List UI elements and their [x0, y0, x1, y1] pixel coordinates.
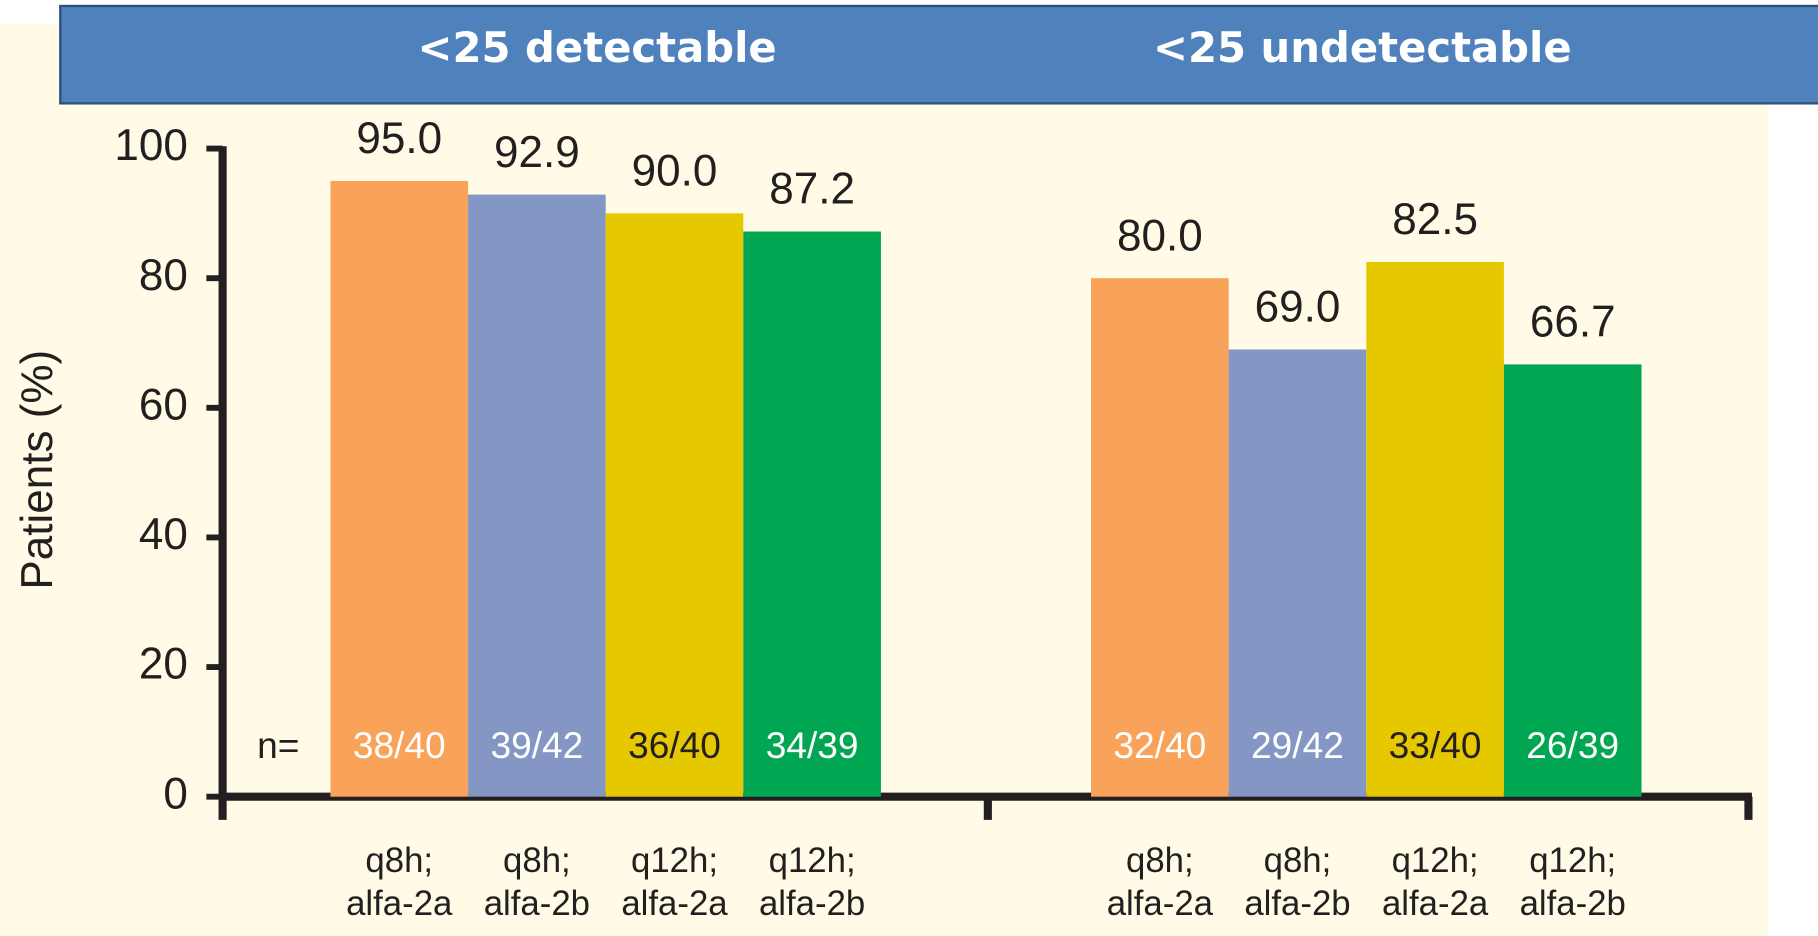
x-tick-label: alfa-2a [1107, 885, 1214, 923]
x-tick-label: alfa-2b [1244, 885, 1350, 923]
bar [1503, 364, 1642, 797]
y-tick-label: 100 [114, 121, 188, 170]
x-tick-label: alfa-2b [759, 885, 865, 923]
value-label: 87.2 [769, 165, 855, 214]
x-tick-label: alfa-2a [346, 885, 453, 923]
n-value: 33/40 [1389, 724, 1482, 766]
group-header: <25 detectable [418, 23, 777, 72]
bar [743, 231, 881, 797]
x-tick-label: alfa-2b [1520, 885, 1626, 923]
x-tick-label: q12h; [769, 842, 856, 880]
x-tick-label: q8h; [1264, 842, 1332, 880]
n-value: 32/40 [1113, 724, 1206, 766]
n-value: 26/39 [1526, 724, 1619, 766]
x-tick-label: q12h; [631, 842, 718, 880]
x-tick-label: alfa-2b [484, 885, 590, 923]
group-header: <25 undetectable [1153, 23, 1572, 72]
bar [605, 213, 744, 797]
header-bar [59, 4, 1818, 105]
x-tick-label: q8h; [503, 842, 571, 880]
bar [1091, 278, 1229, 797]
x-tick-label: q12h; [1392, 842, 1479, 880]
value-label: 82.5 [1392, 195, 1478, 244]
x-tick-label: q12h; [1529, 842, 1616, 880]
value-label: 95.0 [356, 114, 442, 163]
x-tick-label: alfa-2a [1382, 885, 1489, 923]
n-value: 38/40 [353, 724, 446, 766]
y-tick-label: 0 [163, 769, 188, 818]
y-tick-label: 20 [139, 640, 188, 689]
y-tick-label: 60 [139, 380, 188, 429]
n-value: 29/42 [1251, 724, 1344, 766]
x-tick-label: alfa-2a [621, 885, 728, 923]
x-tick-label: q8h; [365, 842, 433, 880]
value-label: 69.0 [1255, 283, 1341, 332]
bar [1228, 349, 1367, 797]
bar [1366, 261, 1504, 797]
n-value: 39/42 [490, 724, 583, 766]
value-label: 92.9 [494, 128, 580, 177]
y-axis-label: Patients (%) [13, 350, 62, 590]
n-value: 34/39 [766, 724, 859, 766]
y-tick-label: 80 [139, 251, 188, 300]
n-label: n= [257, 724, 299, 766]
y-tick-label: 40 [139, 510, 188, 559]
value-label: 90.0 [632, 147, 718, 196]
value-label: 66.7 [1530, 298, 1616, 347]
bar [468, 194, 606, 797]
bar [330, 180, 469, 797]
value-label: 80.0 [1117, 211, 1203, 260]
x-tick-label: q8h; [1126, 842, 1194, 880]
n-value: 36/40 [628, 724, 721, 766]
